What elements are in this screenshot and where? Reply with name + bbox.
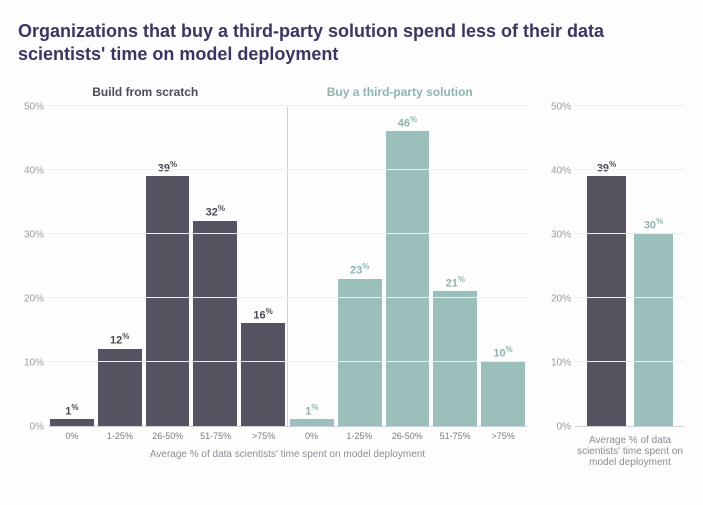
- bar: [386, 131, 430, 425]
- bar-group-buy: 1% 23% 46% 21% 10%: [287, 107, 527, 426]
- bar: [193, 221, 237, 426]
- gridline: [575, 105, 685, 106]
- bar-value-label: 23%: [350, 262, 369, 277]
- bar-slot: 32%: [191, 204, 239, 425]
- x-tick: 51-75%: [192, 427, 240, 441]
- y-tick: 40%: [551, 165, 571, 176]
- chart-title: Organizations that buy a third-party sol…: [18, 20, 685, 67]
- bar-slot: 23%: [336, 262, 384, 426]
- gridline: [575, 233, 685, 234]
- gridline: [575, 297, 685, 298]
- summary-bar-group: 39% 30%: [575, 107, 685, 426]
- y-tick: 10%: [551, 357, 571, 368]
- y-tick: 40%: [24, 165, 44, 176]
- bar-slot: 39%: [144, 160, 192, 426]
- bar-slot: 16%: [239, 307, 287, 426]
- bar: [338, 279, 382, 426]
- y-tick: 0%: [557, 421, 571, 432]
- main-plot-area: 1% 12% 39% 32% 16% 1% 23% 46% 21% 10%: [48, 107, 527, 427]
- gridline: [575, 169, 685, 170]
- bar-value-label: 1%: [305, 403, 318, 418]
- subtitle-build: Build from scratch: [18, 85, 273, 101]
- charts-container: Build from scratch Buy a third-party sol…: [18, 85, 685, 468]
- bar: [241, 323, 285, 425]
- subtitle-buy: Buy a third-party solution: [273, 85, 528, 101]
- y-tick: 30%: [551, 229, 571, 240]
- bar-value-label: 32%: [206, 204, 225, 219]
- bar: [587, 176, 626, 426]
- gridline: [48, 105, 527, 106]
- main-x-caption: Average % of data scientists' time spent…: [48, 449, 527, 460]
- bar: [50, 419, 94, 425]
- summary-plot-area: 39% 30%: [575, 107, 685, 427]
- bar-value-label: 12%: [110, 332, 129, 347]
- summary-bar-slot-build: 39%: [583, 160, 630, 426]
- bar: [634, 234, 673, 426]
- main-y-axis: 0%10%20%30%40%50%: [18, 107, 48, 427]
- bar-value-label: 21%: [446, 275, 465, 290]
- gridline: [48, 233, 527, 234]
- summary-panel: 0% 10% 20% 30% 40% 50% 39% 30% Average % of da…: [545, 85, 685, 468]
- bar-slot: 1%: [48, 403, 96, 426]
- x-tick: 0%: [48, 427, 96, 441]
- gridline: [48, 169, 527, 170]
- bar-value-label: 46%: [398, 115, 417, 130]
- main-panel: Build from scratch Buy a third-party sol…: [18, 85, 527, 468]
- gridline: [48, 361, 527, 362]
- bar-slot: 10%: [479, 345, 527, 426]
- bar-group-build: 1% 12% 39% 32% 16%: [48, 107, 287, 426]
- summary-bar-slot-buy: 30%: [630, 217, 677, 426]
- y-tick: 50%: [551, 101, 571, 112]
- bar: [481, 362, 525, 426]
- bar-slot: 12%: [96, 332, 144, 425]
- bar-value-label: 10%: [493, 345, 512, 360]
- summary-y-axis: 0%10%20%30%40%50%: [545, 107, 575, 427]
- x-tick: 0%: [288, 427, 336, 441]
- bar-value-label: 39%: [158, 160, 177, 175]
- x-tick: 1-25%: [96, 427, 144, 441]
- bar-value-label: 39%: [597, 160, 616, 175]
- x-tick: 1-25%: [335, 427, 383, 441]
- x-tick: >75%: [240, 427, 288, 441]
- x-tick: 51-75%: [431, 427, 479, 441]
- gridline: [575, 361, 685, 362]
- bar: [290, 419, 334, 425]
- y-tick: 10%: [24, 357, 44, 368]
- y-tick: 20%: [551, 293, 571, 304]
- y-tick: 30%: [24, 229, 44, 240]
- x-tick: 26-50%: [144, 427, 192, 441]
- bar: [146, 176, 190, 426]
- bar: [433, 291, 477, 425]
- x-tick: >75%: [479, 427, 527, 441]
- bar-value-label: 30%: [644, 217, 663, 232]
- y-tick: 0%: [30, 421, 44, 432]
- x-tick: 26-50%: [383, 427, 431, 441]
- gridline: [48, 297, 527, 298]
- bar-value-label: 16%: [253, 307, 272, 322]
- y-tick: 20%: [24, 293, 44, 304]
- summary-x-caption: Average % of data scientists' time spent…: [575, 435, 685, 468]
- bar-slot: 46%: [384, 115, 432, 426]
- bar-value-label: 1%: [65, 403, 78, 418]
- bar-slot: 1%: [288, 403, 336, 426]
- y-tick: 50%: [24, 101, 44, 112]
